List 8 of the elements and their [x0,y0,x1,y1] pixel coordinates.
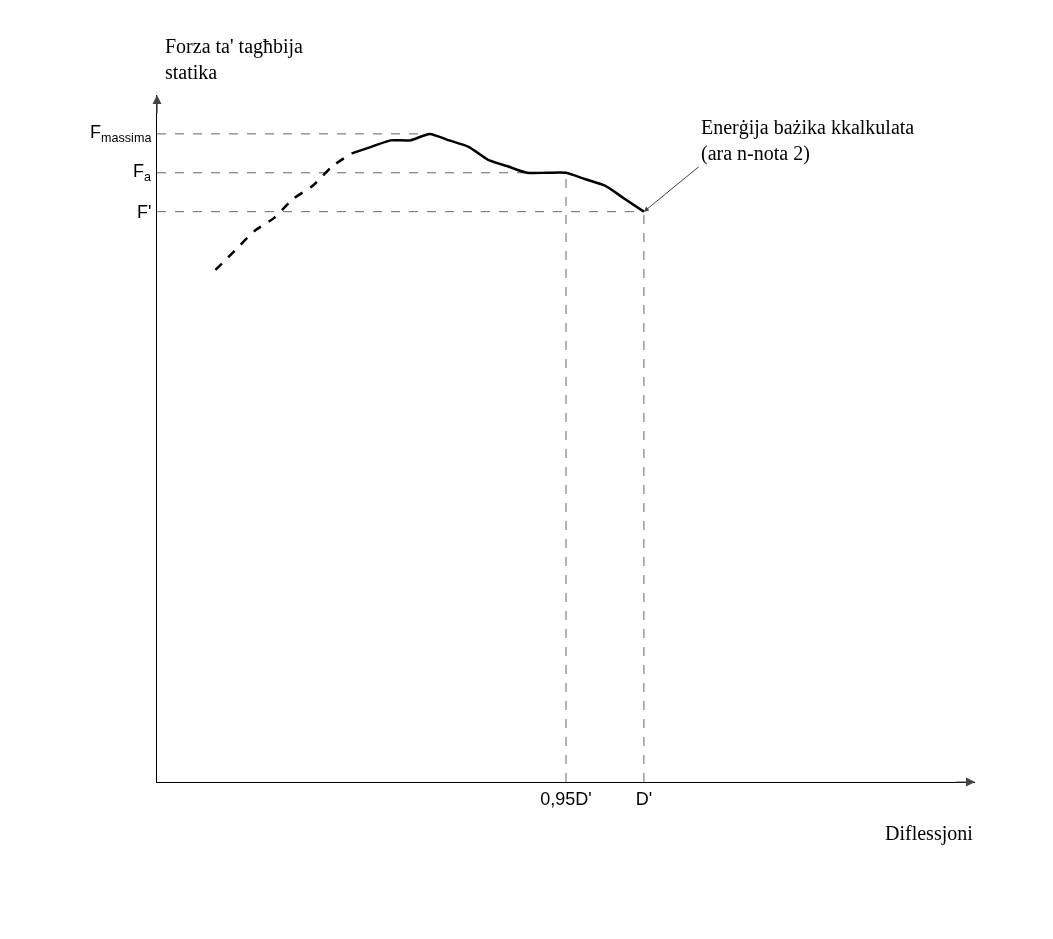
annotation: Enerġija bażika kkalkulata (ara n-nota 2) [701,116,915,165]
x-tick-label: D' [635,788,653,809]
y-axis-title: Forza ta' tagħbija statika [165,35,304,83]
ref-line-label: F' [137,202,152,222]
ref-line-label: F$_{massima}$ [90,122,152,145]
x-tick-label: 0,95D' [540,788,592,809]
ref-line-label: F$_{a}$ [133,161,152,184]
x-axis-title: Diflessjoni [885,822,974,845]
